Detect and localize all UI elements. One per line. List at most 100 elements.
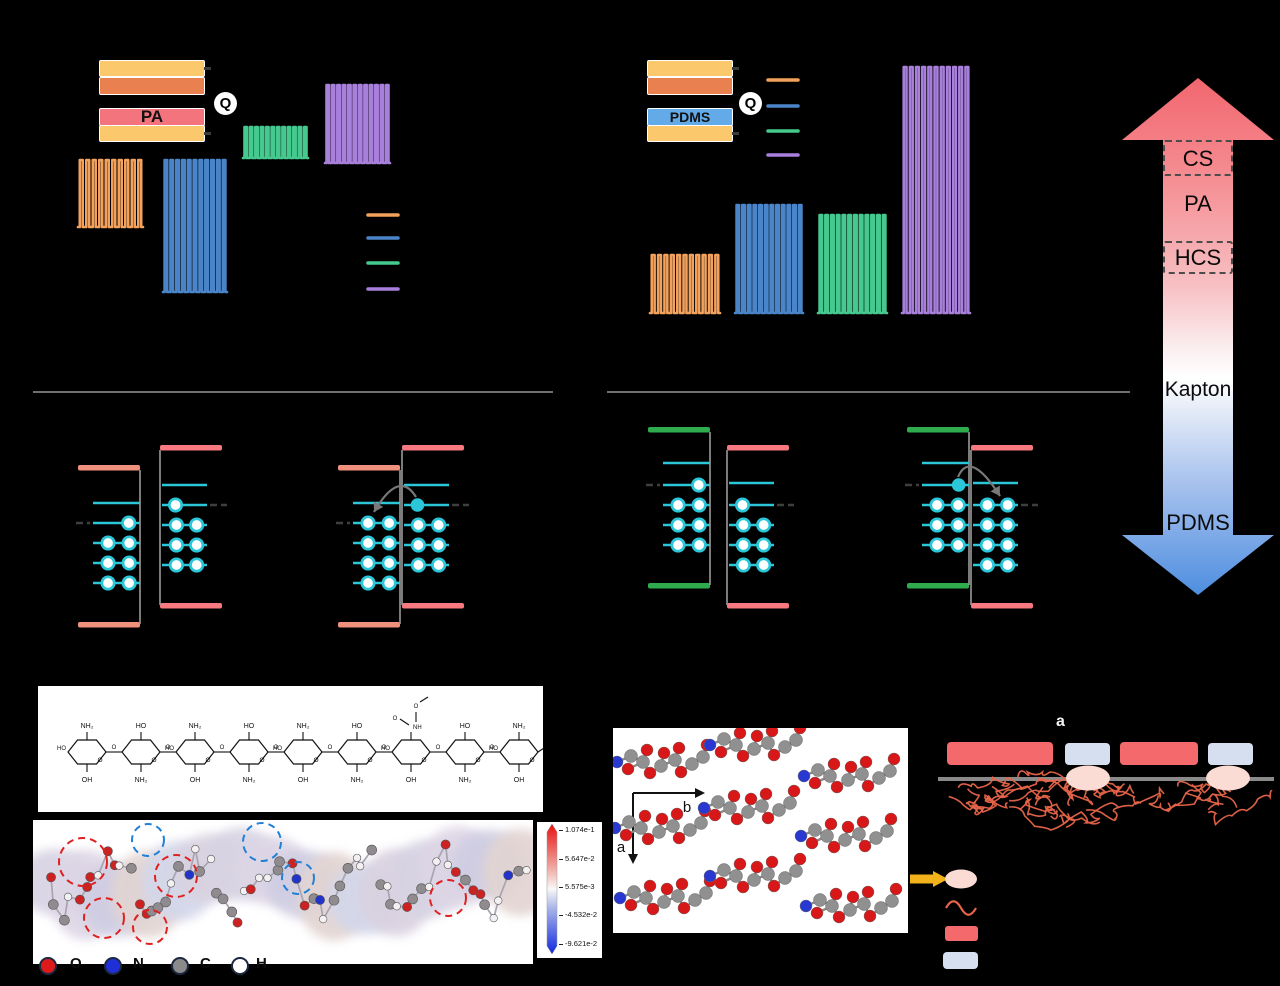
electrode-bottom-b bbox=[647, 125, 733, 142]
chitosan-structure-box: O O NH₂ OH HO O O HO NH₂ O O NH₂ OH HO O O HO NH₂ O O NH₂ OH H… bbox=[38, 686, 558, 812]
sugar-ring: O O NH₂ OH HO bbox=[273, 723, 338, 784]
sugar-ring: ONH₂OHHOOH bbox=[489, 723, 558, 784]
charge-q-icon: Q bbox=[739, 92, 762, 115]
svg-text:O: O bbox=[220, 745, 225, 751]
atom-legend-label: N bbox=[133, 955, 144, 972]
active-layer-a-label: PA bbox=[140, 107, 164, 126]
wire-lead-icon bbox=[732, 132, 739, 135]
voltage-waveforms-b bbox=[648, 65, 972, 315]
svg-text:O: O bbox=[367, 757, 372, 764]
tribo-arrow-shape bbox=[1122, 78, 1274, 595]
sugar-ring: O O NH₂ OH HO bbox=[165, 723, 230, 784]
sugar-ring: O O NH₂ OH HO bbox=[57, 723, 122, 784]
hydrogen-ball-icon bbox=[231, 957, 249, 975]
band-diagram bbox=[726, 445, 794, 609]
embedded-crystal-ellipses bbox=[1066, 765, 1250, 791]
svg-text:OH: OH bbox=[406, 777, 417, 784]
electrode-top-a bbox=[99, 60, 205, 77]
electrode-top-b bbox=[647, 60, 733, 77]
svg-text:O: O bbox=[205, 757, 210, 764]
carbon-ball-icon bbox=[171, 957, 189, 975]
svg-text:OH: OH bbox=[514, 777, 525, 784]
chitosan-structure: OONH₂OHHOOOHONH₂OONH₂OHHOOOHONH₂OONH₂OHH… bbox=[57, 696, 558, 784]
double-arrow-icon bbox=[1122, 78, 1274, 595]
colorbar-tick: -4.532e-2 bbox=[559, 910, 597, 919]
svg-text:O: O bbox=[328, 745, 333, 751]
esp-surface bbox=[18, 822, 557, 945]
molecule-cluster bbox=[703, 852, 807, 894]
electrode-bottom-a bbox=[99, 125, 205, 142]
electron-transfer-arrow bbox=[956, 465, 1001, 497]
svg-text:OH: OH bbox=[190, 777, 201, 784]
svg-text:HO: HO bbox=[273, 746, 282, 752]
svg-text:O: O bbox=[259, 757, 264, 764]
svg-text:NH₂: NH₂ bbox=[351, 777, 364, 784]
colorbar-tick: 5.575e-3 bbox=[559, 882, 595, 891]
molecule-cluster bbox=[613, 874, 717, 916]
svg-text:O: O bbox=[151, 757, 156, 764]
tribo-label-cs: CS bbox=[1182, 146, 1214, 171]
svg-text:O: O bbox=[97, 757, 102, 764]
svg-text:O: O bbox=[490, 745, 495, 751]
svg-text:HO: HO bbox=[244, 723, 255, 730]
atom-legend-label: C bbox=[200, 955, 211, 972]
colorbar-tick: -9.621e-2 bbox=[559, 939, 597, 948]
svg-text:NH₂: NH₂ bbox=[189, 723, 202, 730]
legend-b bbox=[766, 78, 800, 157]
tribo-label-pa: PA bbox=[1184, 191, 1212, 216]
colorbar-tick: 5.647e-2 bbox=[559, 854, 595, 863]
device-stack-a: PA bbox=[99, 60, 211, 144]
band-diagram bbox=[646, 427, 711, 589]
svg-text:HO: HO bbox=[57, 746, 66, 752]
wire-lead-icon bbox=[732, 67, 739, 70]
svg-text:a: a bbox=[617, 839, 626, 856]
colorbar-tick: 1.074e-1 bbox=[559, 825, 595, 834]
crystal-structure: ba bbox=[608, 721, 903, 924]
active-layer-b-label: PDMS bbox=[669, 109, 711, 125]
svg-text:O: O bbox=[166, 745, 171, 751]
esp-surface-blob bbox=[18, 826, 557, 941]
voltage-waveforms-a bbox=[76, 83, 392, 294]
band-diagram bbox=[905, 427, 970, 589]
svg-text:NH: NH bbox=[413, 725, 422, 731]
svg-text:O: O bbox=[475, 757, 480, 764]
tribo-label-hcs: HCS bbox=[1174, 245, 1222, 270]
band-diagram bbox=[401, 445, 469, 609]
molecule-cluster bbox=[697, 784, 801, 826]
svg-text:HO: HO bbox=[352, 723, 363, 730]
atom-legend-label: O bbox=[70, 955, 82, 972]
device-stack-b: PDMS bbox=[647, 60, 739, 144]
molecule-cluster bbox=[799, 882, 903, 924]
svg-text:OH: OH bbox=[82, 777, 93, 784]
oxygen-ball-icon bbox=[39, 957, 57, 975]
tribo-label-pdms: PDMS bbox=[1166, 510, 1230, 535]
tribo-label-kapton: Kapton bbox=[1164, 378, 1232, 401]
band-diagram bbox=[336, 465, 401, 628]
colorbar-gradient bbox=[546, 823, 558, 955]
band-diagram bbox=[76, 465, 141, 628]
esp-map-box bbox=[18, 820, 557, 964]
crystal-axes: ba bbox=[617, 788, 705, 864]
esp-atoms bbox=[46, 839, 531, 928]
svg-text:NH₂: NH₂ bbox=[459, 777, 472, 784]
svg-text:HO: HO bbox=[381, 746, 390, 752]
svg-text:NH₂: NH₂ bbox=[135, 777, 148, 784]
molecule-cluster bbox=[797, 752, 901, 794]
svg-text:O: O bbox=[529, 757, 534, 764]
colorbar-box: 1.074e-1 5.647e-2 5.575e-3 -4.532e-2 -9.… bbox=[537, 822, 602, 958]
molecule-cluster bbox=[608, 804, 712, 846]
layer-orange-b bbox=[647, 77, 733, 95]
cs-dashed-box bbox=[1163, 140, 1233, 176]
svg-text:NH₂: NH₂ bbox=[297, 723, 310, 730]
wire-lead-icon bbox=[204, 67, 211, 70]
svg-text:O: O bbox=[382, 745, 387, 751]
layer-orange-a bbox=[99, 77, 205, 95]
atom-legend-label: H bbox=[256, 955, 267, 972]
svg-text:HO: HO bbox=[489, 746, 498, 752]
highlight-dashed-circles bbox=[58, 822, 467, 945]
svg-text:O: O bbox=[436, 745, 441, 751]
